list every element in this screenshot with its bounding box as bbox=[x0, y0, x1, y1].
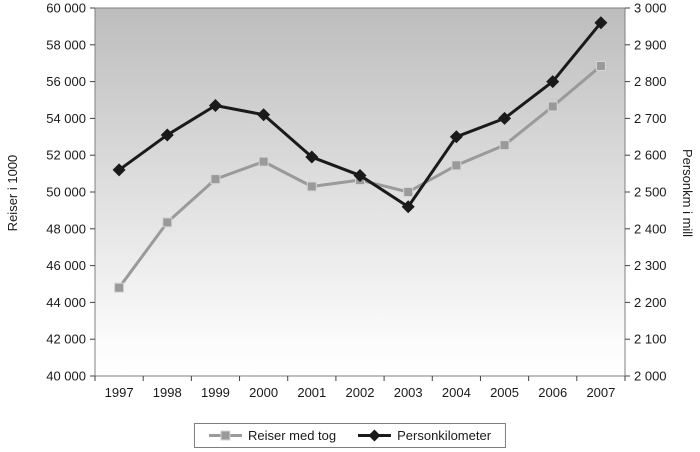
svg-text:2 200: 2 200 bbox=[634, 295, 667, 310]
svg-text:2001: 2001 bbox=[297, 385, 326, 400]
svg-text:2 500: 2 500 bbox=[634, 185, 667, 200]
svg-text:2 300: 2 300 bbox=[634, 258, 667, 273]
square-marker-icon bbox=[208, 429, 242, 442]
svg-text:2 100: 2 100 bbox=[634, 332, 667, 347]
svg-text:56 000: 56 000 bbox=[46, 74, 86, 89]
legend-entry-personkm: Personkilometer bbox=[358, 428, 491, 443]
svg-text:46 000: 46 000 bbox=[46, 258, 86, 273]
legend-label: Reiser med tog bbox=[247, 428, 337, 443]
svg-text:2 800: 2 800 bbox=[634, 74, 667, 89]
svg-text:42 000: 42 000 bbox=[46, 332, 86, 347]
svg-text:2000: 2000 bbox=[249, 385, 278, 400]
svg-text:2 400: 2 400 bbox=[634, 221, 667, 236]
svg-text:2 700: 2 700 bbox=[634, 111, 667, 126]
diamond-marker-icon bbox=[358, 429, 392, 442]
svg-text:2002: 2002 bbox=[346, 385, 375, 400]
svg-text:50 000: 50 000 bbox=[46, 185, 86, 200]
svg-text:54 000: 54 000 bbox=[46, 111, 86, 126]
svg-text:2004: 2004 bbox=[442, 385, 471, 400]
chart-canvas: 40 000 42 000 44 000 46 000 48 000 50 000 52 0… bbox=[46, 1, 667, 401]
svg-text:52 000: 52 000 bbox=[46, 148, 86, 163]
svg-text:3 000: 3 000 bbox=[634, 1, 667, 16]
svg-text:58 000: 58 000 bbox=[46, 37, 86, 52]
svg-text:1999: 1999 bbox=[201, 385, 230, 400]
svg-text:2006: 2006 bbox=[538, 385, 567, 400]
svg-text:2005: 2005 bbox=[490, 385, 519, 400]
legend-label: Personkilometer bbox=[397, 428, 492, 443]
svg-text:40 000: 40 000 bbox=[46, 369, 86, 384]
svg-text:2 600: 2 600 bbox=[634, 148, 667, 163]
svg-text:2 000: 2 000 bbox=[634, 369, 667, 384]
svg-text:60 000: 60 000 bbox=[46, 1, 86, 16]
svg-text:2007: 2007 bbox=[586, 385, 615, 400]
svg-text:1997: 1997 bbox=[105, 385, 134, 400]
right-axis-title: Personkm i mill bbox=[680, 148, 695, 238]
svg-text:2 900: 2 900 bbox=[634, 37, 667, 52]
left-axis-title: Reiser i 1000 bbox=[5, 154, 20, 232]
svg-text:1998: 1998 bbox=[153, 385, 182, 400]
svg-text:2003: 2003 bbox=[394, 385, 423, 400]
svg-text:48 000: 48 000 bbox=[46, 221, 86, 236]
svg-text:44 000: 44 000 bbox=[46, 295, 86, 310]
legend-entry-reiser: Reiser med tog bbox=[208, 428, 337, 443]
legend: Reiser med tog Personkilometer bbox=[193, 423, 507, 448]
